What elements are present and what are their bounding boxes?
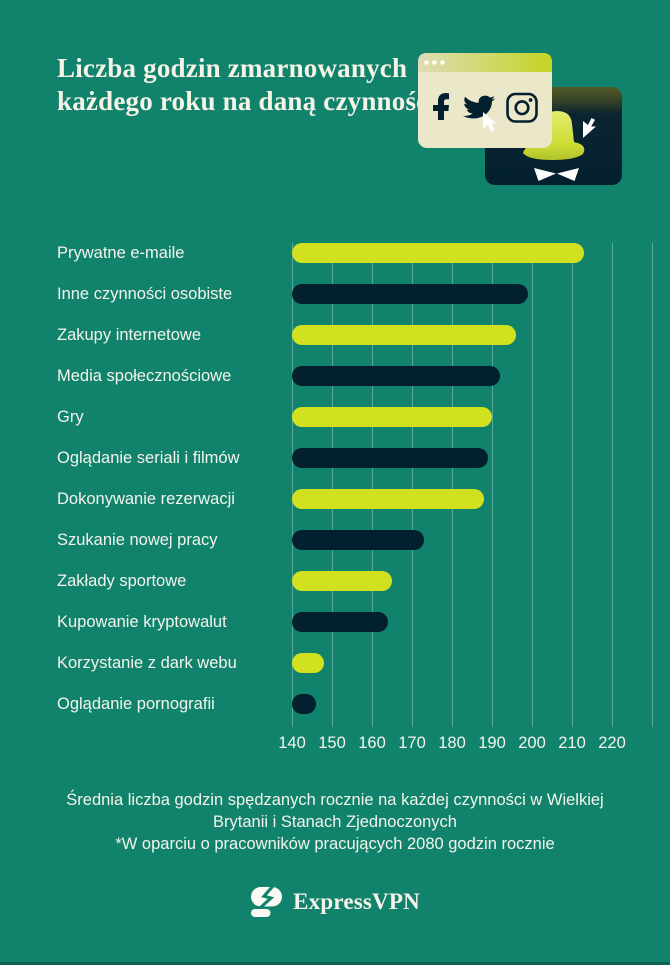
gridline-180 [452,243,453,727]
twitter-icon [463,95,496,119]
gridline-160 [372,243,373,727]
axis-tick-label: 190 [478,734,506,752]
gridline-150 [332,243,333,727]
category-label: Oglądanie pornografii [57,695,215,713]
gridline-140 [292,243,293,727]
bar-12 [292,694,316,714]
axis-tick-label: 160 [358,734,386,752]
bar-8 [292,530,424,550]
bar-5 [292,407,492,427]
gridline-190 [492,243,493,727]
browser-illustration [415,50,625,190]
expressvpn-logo: ExpressVPN [0,884,670,920]
category-label: Inne czynności osobiste [57,285,233,303]
expressvpn-logo-icon [251,886,283,917]
category-label: Kupowanie kryptowalut [57,613,227,631]
footnote-line-3: *W oparciu o pracowników pracujących 208… [115,835,555,853]
window-dot [424,60,429,65]
expressvpn-logo-text: ExpressVPN [293,889,420,914]
bar-10 [292,612,388,632]
gridline-220 [612,243,613,727]
spy-left-eye [534,168,556,181]
bar-2 [292,284,528,304]
cursor-icon [483,112,496,132]
facebook-icon [433,93,449,120]
bar-4 [292,366,500,386]
spy-right-eye [557,168,579,181]
axis-tick-label: 180 [438,734,466,752]
bar-7 [292,489,484,509]
window-dot [440,60,445,65]
browser-window [418,53,552,148]
gridline-210 [572,243,573,727]
category-label: Dokonywanie rezerwacji [57,490,235,508]
gridline-170 [412,243,413,727]
gridline-230 [652,243,653,727]
axis-tick-label: 140 [278,734,306,752]
page-title: Liczba godzin zmarnowanych każdego roku … [57,53,429,116]
axis-tick-label: 200 [518,734,546,752]
category-label: Korzystanie z dark webu [57,654,237,672]
bottom-edge [0,962,670,965]
window-dot [432,60,437,65]
bar-3 [292,325,516,345]
category-label: Prywatne e-maile [57,244,185,262]
axis-tick-label: 150 [318,734,346,752]
axis-tick-label: 220 [598,734,626,752]
bar-9 [292,571,392,591]
bar-6 [292,448,488,468]
category-label: Gry [57,408,84,426]
axis-tick-label: 210 [558,734,586,752]
illustration-svg [418,53,622,185]
category-label: Oglądanie seriali i filmów [57,449,240,467]
bar-11 [292,653,324,673]
gridline-200 [532,243,533,727]
browser-header [418,53,552,72]
category-label: Media społecznościowe [57,367,232,385]
category-label: Zakupy internetowe [57,326,201,344]
footnote-line-2: Brytanii i Stanach Zjednoczonych [213,813,457,831]
bar-1 [292,243,584,263]
bar-chart: Prywatne e-maile Inne czynności osobiste Z… [57,243,653,752]
cursor-icon [583,118,596,138]
category-label: Szukanie nowej pracy [57,531,218,549]
axis-tick-label: 170 [398,734,426,752]
instagram-icon [506,92,538,123]
chart-footnote: Średnia liczba godzin spędzanych rocznie… [0,789,670,855]
footnote-line-1: Średnia liczba godzin spędzanych rocznie… [66,791,604,809]
category-label: Zakłady sportowe [57,572,187,590]
